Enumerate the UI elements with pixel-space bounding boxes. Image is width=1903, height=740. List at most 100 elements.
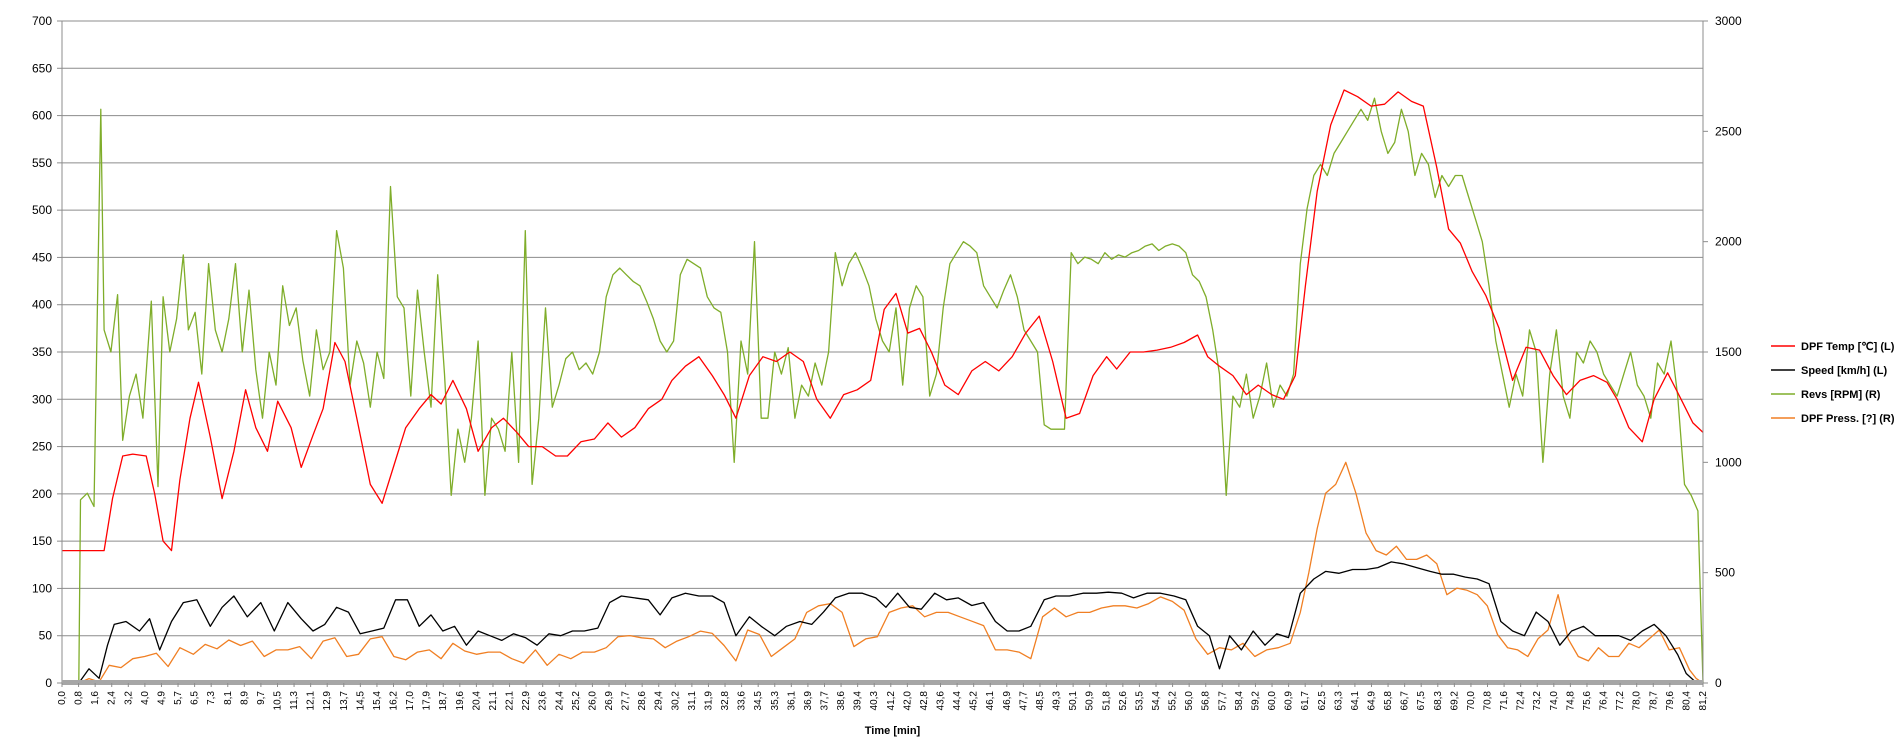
x-tick-label: 64,9 xyxy=(1366,691,1377,711)
x-tick-label: 59,2 xyxy=(1250,691,1261,711)
x-tick-label: 20,4 xyxy=(471,691,482,711)
series-line-1 xyxy=(62,89,1704,552)
left-tick-label: 500 xyxy=(32,203,52,217)
x-tick-label: 35,3 xyxy=(770,691,781,711)
gridlines xyxy=(62,20,1703,637)
right-y-axis-ticks: 0 500 1000 1500 2000 2500 3000 xyxy=(1703,14,1742,690)
series-line-4 xyxy=(62,461,1704,684)
x-tick-label: 68,3 xyxy=(1433,691,1444,711)
left-tick-label: 150 xyxy=(32,534,52,548)
series-line-2 xyxy=(62,561,1704,684)
x-tick-label: 36,9 xyxy=(803,691,814,711)
x-tick-label: 14,5 xyxy=(355,691,366,711)
x-tick-label: 70,0 xyxy=(1466,691,1477,711)
x-tick-label: 31,1 xyxy=(687,691,698,711)
series-line-3 xyxy=(62,97,1704,684)
left-tick-label: 450 xyxy=(32,250,52,264)
x-tick-label: 46,1 xyxy=(985,691,996,711)
x-axis-ticks: 0,0 0,8 1,6 2,4 3,2 4,0 4,9 5,7 6,5 7,3 8,1 8,9 9,7 1… xyxy=(57,683,1709,710)
left-tick-label: 300 xyxy=(32,392,52,406)
left-tick-label: 400 xyxy=(32,298,52,312)
x-tick-label: 0,0 xyxy=(57,691,68,705)
x-tick-label: 69,2 xyxy=(1449,691,1460,711)
x-tick-label: 8,9 xyxy=(239,691,250,705)
x-tick-label: 21,1 xyxy=(488,691,499,711)
x-tick-label: 39,4 xyxy=(853,691,864,711)
x-tick-label: 44,4 xyxy=(952,691,963,711)
x-tick-label: 34,5 xyxy=(753,691,764,711)
x-tick-label: 15,4 xyxy=(372,691,383,711)
x-tick-label: 27,7 xyxy=(621,691,632,711)
x-tick-label: 45,2 xyxy=(969,691,980,711)
x-tick-label: 74,8 xyxy=(1565,691,1576,711)
x-tick-label: 23,6 xyxy=(538,691,549,711)
x-tick-label: 71,6 xyxy=(1499,691,1510,711)
x-tick-label: 17,9 xyxy=(422,691,433,711)
x-tick-label: 24,4 xyxy=(554,691,565,711)
x-tick-label: 9,7 xyxy=(256,691,267,705)
x-tick-label: 2,4 xyxy=(107,691,118,705)
left-tick-label: 50 xyxy=(39,629,53,643)
series-lines xyxy=(62,89,1704,684)
x-tick-label: 47,7 xyxy=(1018,691,1029,711)
x-tick-label: 32,8 xyxy=(720,691,731,711)
x-tick-label: 50,9 xyxy=(1085,691,1096,711)
x-axis-bar xyxy=(62,680,1703,685)
x-tick-label: 54,4 xyxy=(1151,691,1162,711)
x-tick-label: 42,0 xyxy=(902,691,913,711)
x-tick-label: 57,7 xyxy=(1217,691,1228,711)
x-tick-label: 22,1 xyxy=(505,691,516,711)
x-tick-label: 51,8 xyxy=(1101,691,1112,711)
x-tick-label: 10,5 xyxy=(272,691,283,711)
x-tick-label: 70,8 xyxy=(1483,691,1494,711)
x-tick-label: 7,3 xyxy=(206,691,217,705)
x-tick-label: 40,3 xyxy=(869,691,880,711)
x-tick-label: 60,0 xyxy=(1267,691,1278,711)
left-tick-label: 100 xyxy=(32,581,52,595)
x-tick-label: 49,3 xyxy=(1052,691,1063,711)
x-tick-label: 19,6 xyxy=(455,691,466,711)
x-tick-label: 22,9 xyxy=(521,691,532,711)
x-tick-label: 25,2 xyxy=(571,691,582,711)
legend: DPF Temp [℃] (L) Speed [km/h] (L) Revs [RP… xyxy=(1771,341,1895,425)
left-tick-label: 200 xyxy=(32,487,52,501)
x-tick-label: 6,5 xyxy=(190,691,201,705)
x-tick-label: 30,2 xyxy=(670,691,681,711)
legend-label: DPF Press. [?] (R) xyxy=(1801,413,1895,425)
x-tick-label: 66,7 xyxy=(1400,691,1411,711)
right-tick-label: 0 xyxy=(1715,676,1722,690)
x-tick-label: 56,8 xyxy=(1201,691,1212,711)
x-tick-label: 4,0 xyxy=(140,691,151,705)
x-tick-label: 78,0 xyxy=(1632,691,1643,711)
axes xyxy=(61,21,1704,685)
x-tick-label: 17,0 xyxy=(405,691,416,711)
x-tick-label: 8,1 xyxy=(223,691,234,705)
x-tick-label: 79,6 xyxy=(1665,691,1676,711)
x-tick-label: 78,7 xyxy=(1648,691,1659,711)
x-tick-label: 64,1 xyxy=(1350,691,1361,711)
x-axis-title: Time [min] xyxy=(865,725,921,737)
x-tick-label: 26,9 xyxy=(604,691,615,711)
x-tick-label: 56,0 xyxy=(1184,691,1195,711)
right-tick-label: 500 xyxy=(1715,566,1735,580)
x-tick-label: 1,6 xyxy=(90,691,101,705)
left-tick-label: 250 xyxy=(32,440,52,454)
left-tick-label: 700 xyxy=(32,14,52,28)
x-tick-label: 36,1 xyxy=(786,691,797,711)
x-tick-label: 37,7 xyxy=(819,691,830,711)
x-tick-label: 67,5 xyxy=(1416,691,1427,711)
right-tick-label: 2000 xyxy=(1715,235,1742,249)
x-tick-label: 41,2 xyxy=(886,691,897,711)
legend-label: Revs [RPM] (R) xyxy=(1801,389,1881,401)
x-tick-label: 43,6 xyxy=(936,691,947,711)
x-tick-label: 26,0 xyxy=(587,691,598,711)
x-tick-label: 16,2 xyxy=(389,691,400,711)
x-tick-label: 65,8 xyxy=(1383,691,1394,711)
x-tick-label: 74,0 xyxy=(1549,691,1560,711)
left-tick-label: 650 xyxy=(32,61,52,75)
right-tick-label: 1000 xyxy=(1715,455,1742,469)
x-tick-label: 12,1 xyxy=(306,691,317,711)
x-tick-label: 62,5 xyxy=(1317,691,1328,711)
x-tick-label: 46,9 xyxy=(1002,691,1013,711)
x-tick-label: 48,5 xyxy=(1035,691,1046,711)
